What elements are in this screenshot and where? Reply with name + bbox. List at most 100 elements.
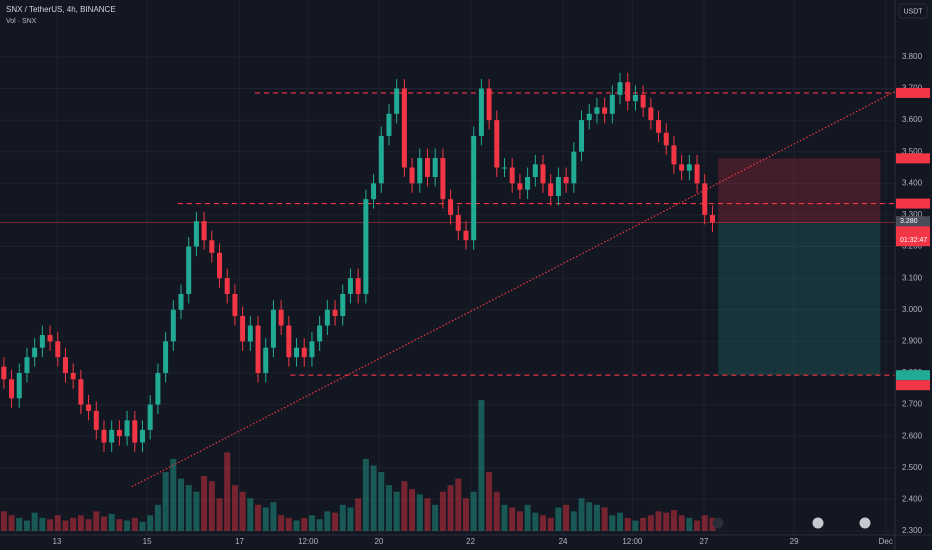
- volume-bar: [393, 491, 400, 531]
- candle-body: [471, 135, 477, 241]
- volume-bar: [378, 472, 385, 531]
- price-label-bg: [896, 216, 930, 227]
- candle-body: [332, 309, 338, 317]
- candle-body: [32, 347, 38, 358]
- candle-body: [540, 164, 546, 184]
- volume-bar: [193, 491, 200, 531]
- candle-body: [579, 120, 585, 152]
- volume-bar: [540, 515, 547, 531]
- candle-body: [632, 94, 638, 102]
- candle-body: [586, 113, 592, 121]
- volume-bar: [62, 520, 69, 531]
- volume-bar: [555, 507, 562, 531]
- candle-body: [463, 230, 469, 241]
- candle-body: [86, 404, 92, 411]
- y-tick-label: 3.300: [902, 210, 923, 219]
- event-icon[interactable]: [859, 517, 871, 529]
- candle-body: [625, 82, 631, 102]
- volume-bar: [593, 504, 600, 531]
- candle-body: [448, 199, 454, 215]
- candle-body: [494, 120, 500, 168]
- volume-bar: [139, 521, 146, 531]
- price-label-bg: [896, 87, 930, 98]
- y-tick-label: 2.400: [902, 495, 923, 504]
- volume-bar: [624, 517, 631, 531]
- volume-bar: [124, 520, 131, 531]
- volume-bar: [655, 511, 662, 531]
- y-tick-label: 2.600: [902, 431, 923, 440]
- candle-body: [147, 404, 153, 430]
- candle-body: [301, 347, 307, 358]
- volume-bar: [39, 517, 46, 531]
- candle-body: [309, 341, 315, 358]
- volume-bar: [154, 504, 161, 531]
- volume-bar: [108, 513, 115, 531]
- volume-bar: [316, 519, 323, 531]
- candle-body: [378, 135, 384, 184]
- volume-bar: [501, 504, 508, 531]
- candle-body: [240, 316, 246, 342]
- x-tick-label: Dec: [879, 537, 893, 546]
- candle-body: [78, 379, 84, 405]
- candle-body: [363, 199, 369, 294]
- candle-body: [686, 164, 692, 171]
- volume-bar: [424, 498, 431, 531]
- candle-body: [486, 88, 492, 121]
- currency-label[interactable]: USDT: [903, 8, 923, 15]
- y-tick-label: 2.300: [902, 526, 923, 535]
- candle-body: [139, 429, 145, 443]
- volume-bar: [85, 519, 92, 531]
- chart-title: SNX / TetherUS, 4h, BINANCE: [6, 5, 116, 14]
- candle-body: [702, 183, 708, 215]
- volume-bar: [609, 515, 616, 531]
- volume-bar: [462, 498, 469, 531]
- price-label-bg: [896, 370, 930, 381]
- volume-bar: [470, 491, 477, 531]
- volume-bar: [409, 489, 416, 531]
- volume-bar: [47, 519, 54, 531]
- candle-body: [594, 107, 600, 114]
- candle-body: [232, 293, 238, 317]
- candle-body: [163, 341, 169, 373]
- event-icon[interactable]: [712, 517, 724, 529]
- volume-bar: [547, 517, 554, 531]
- candle-body: [532, 164, 538, 177]
- candle-body: [409, 167, 415, 184]
- currency-button[interactable]: [898, 3, 928, 19]
- axis: 2.3002.4002.5002.6002.7002.8002.9003.000…: [53, 52, 930, 546]
- volume-bar: [678, 515, 685, 531]
- candle-body: [386, 113, 392, 136]
- volume-bar: [701, 515, 708, 531]
- volume-bar: [285, 517, 292, 531]
- candle-body: [609, 94, 615, 114]
- volume-bar: [201, 475, 208, 531]
- volume-bar: [347, 507, 354, 531]
- volume-bar: [278, 515, 285, 531]
- x-tick-label: 17: [235, 537, 244, 546]
- volume-bar: [640, 517, 647, 531]
- candle-body: [324, 309, 330, 326]
- candle-body: [317, 325, 323, 342]
- candle-body: [270, 309, 276, 348]
- volume-bar: [77, 515, 84, 531]
- price-label: 3.280: [900, 218, 918, 225]
- volume-bar: [586, 502, 593, 531]
- volume-bar: [385, 485, 392, 531]
- x-tick-label: 15: [143, 537, 152, 546]
- volume-bar: [231, 485, 238, 531]
- candle-body: [263, 347, 269, 373]
- candle-body: [124, 420, 130, 437]
- volume-bar: [54, 515, 61, 531]
- y-tick-label: 3.100: [902, 273, 923, 282]
- volume-bar: [524, 504, 531, 531]
- volume-bar: [647, 515, 654, 531]
- candle-body: [548, 183, 554, 196]
- event-icon[interactable]: [812, 517, 824, 529]
- plot: [0, 72, 896, 531]
- candle-body: [47, 335, 53, 342]
- volume-bar: [447, 485, 454, 531]
- volume-bar: [362, 458, 369, 531]
- volume-bar: [601, 507, 608, 531]
- candle-body: [193, 221, 199, 247]
